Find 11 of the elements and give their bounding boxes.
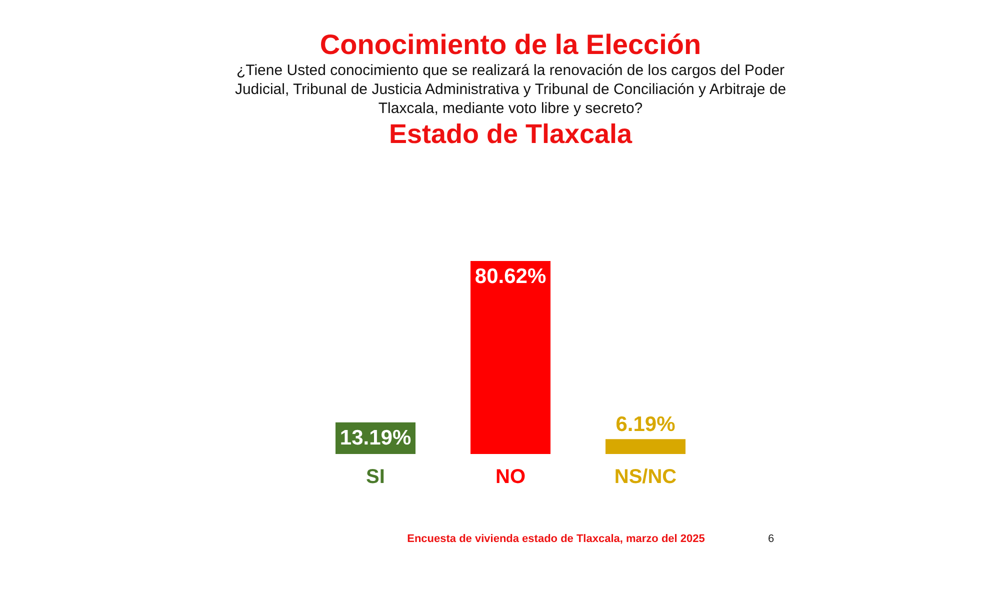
text: Estado de Tlaxcala xyxy=(388,119,634,149)
x-tick-label: NS/NC xyxy=(614,466,677,488)
data-label: 80.62% xyxy=(474,265,546,288)
chart-title: Conocimiento de la Elección xyxy=(320,29,702,60)
text: Encuesta de vivienda estado de Tlaxcala, marzo del 2025 xyxy=(407,533,705,545)
text: 6 xyxy=(768,533,774,545)
data-label: 13.19% xyxy=(340,426,412,450)
chart-subtitle: ¿Tiene Usted conocimiento que se realizará la renovación de los cargos del Poder Judicial, Tribunal de Justicia Administrativa y Tribunal de Conciliación y Arbitraje de Tlaxcala, mediante voto libre y secreto? xyxy=(234,62,786,117)
x-tick-label: SI xyxy=(366,466,385,488)
x-tick-label: NO xyxy=(496,466,526,488)
data-label: 6.19% xyxy=(616,413,676,436)
